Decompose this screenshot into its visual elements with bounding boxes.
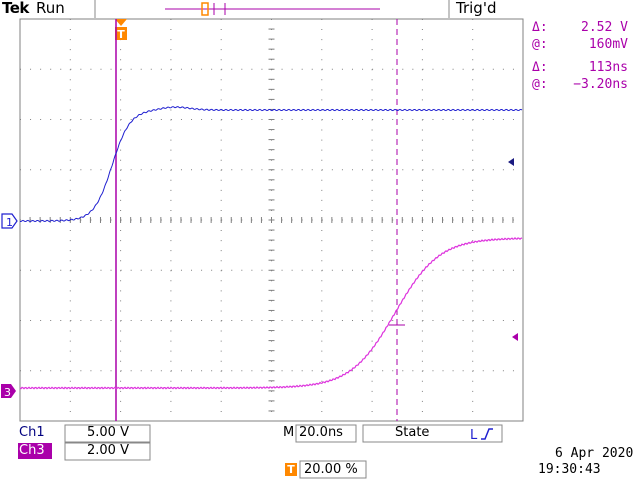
ch1-ground-marker[interactable]: 1 [1,213,18,229]
at-t-label: @: [532,77,548,92]
trigger-position-icon: T [285,463,297,476]
trigger-box[interactable] [362,424,503,443]
delta-v-value: 2.52 V [581,20,628,35]
rising-edge-icon: L [470,428,493,441]
svg-text:L: L [470,428,478,441]
date-display: 6 Apr 2020 [555,446,634,461]
timebase-box[interactable] [295,424,357,443]
svg-text:3: 3 [4,386,11,399]
ch1-label: Ch1 [19,425,45,440]
brand-logo: Tek [2,0,29,17]
record-view-bar [94,0,450,18]
ch3-label: Ch3 [18,443,52,459]
svg-text:T: T [117,28,125,41]
ch1-trace [20,106,523,223]
acquisition-status: Run [36,0,65,17]
trigger-position-marker[interactable]: T [115,19,127,41]
trigger-position-value: 20.00 % [304,462,358,477]
timebase-scale: 20.0ns [299,425,343,440]
delta-t-label: Δ: [532,60,548,75]
svg-text:1: 1 [6,216,13,229]
ch3-ground-marker[interactable]: 3 [1,384,16,399]
delta-t-value: 113ns [588,60,628,75]
delta-v-label: Δ: [532,20,548,35]
ch3-scale-box[interactable] [64,442,151,461]
ch3-scale: 2.00 V [87,443,129,458]
ch1-scale-box[interactable] [64,424,151,443]
at-v-value: 160mV [588,37,628,52]
at-v-label: @: [532,37,548,52]
graticule-grid [19,18,524,422]
ch1-reference-arrow-icon [508,158,514,166]
ch1-scale: 5.00 V [87,425,129,440]
timebase-prefix: M [283,425,295,440]
ch3-trace [19,237,523,390]
trigger-source: State [395,425,430,440]
ch3-reference-arrow-icon [512,333,518,341]
time-display: 19:30:43 [538,462,601,477]
trigger-position-box[interactable] [299,460,367,479]
trigger-status: Trig'd [456,0,497,17]
at-t-value: −3.20ns [573,77,628,92]
cursor-readout: Δ: 2.52 V @: 160mV Δ: 113ns @: −3.20ns [532,20,628,100]
